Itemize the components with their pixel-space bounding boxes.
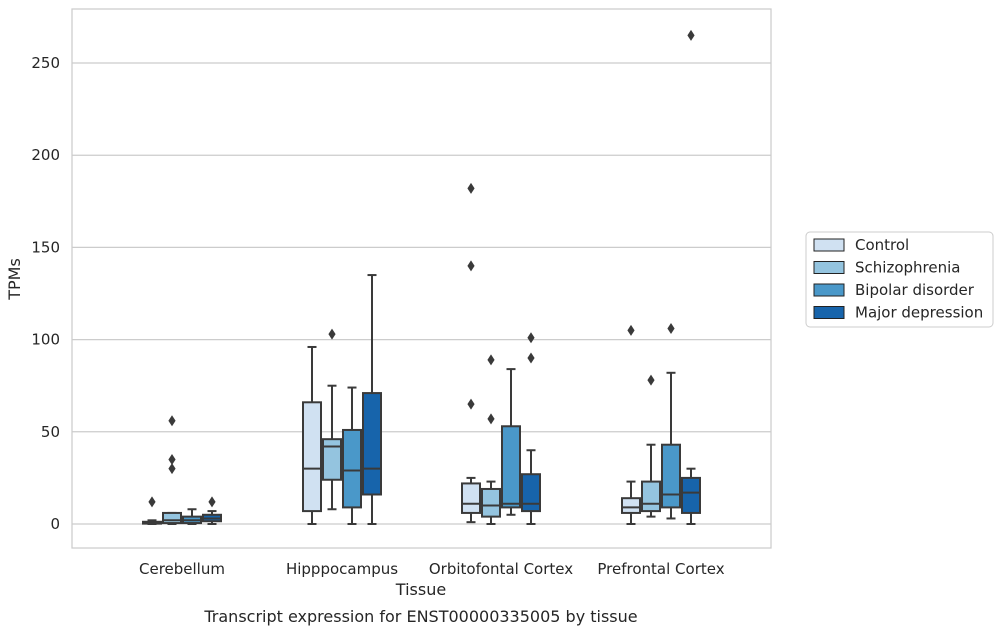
outlier-point (168, 415, 176, 427)
outlier-point (687, 29, 695, 41)
box-schizophrenia (641, 374, 661, 518)
legend-label: Control (855, 236, 909, 254)
y-tick-label: 200 (31, 146, 60, 164)
box-control (461, 182, 481, 524)
box-bipolar-disorder (501, 368, 521, 516)
y-tick-label: 150 (31, 238, 60, 256)
outlier-point (467, 398, 475, 410)
y-tick-label: 0 (50, 515, 60, 533)
outlier-point (467, 182, 475, 194)
box-bipolar-disorder (342, 386, 362, 525)
box-body (461, 482, 481, 514)
box-control (621, 324, 641, 525)
legend-frame (805, 231, 994, 328)
box-body (162, 511, 182, 525)
legend-label: Major depression (855, 304, 983, 322)
x-tick-label: Hipppocampus (286, 560, 398, 578)
box-body (641, 480, 661, 513)
y-tick-label: 50 (41, 423, 60, 441)
box-body (362, 392, 382, 496)
outlier-point (208, 496, 216, 508)
box-major-depression (521, 332, 541, 525)
legend-swatch (813, 306, 845, 319)
box-body (621, 497, 641, 514)
outlier-point (328, 328, 336, 340)
outlier-point (168, 463, 176, 475)
outlier-point (627, 324, 635, 336)
box-body (521, 473, 541, 513)
box-schizophrenia (162, 415, 182, 525)
box-major-depression (362, 274, 382, 525)
box-control (302, 345, 322, 525)
y-tick-label: 250 (31, 54, 60, 72)
outlier-point (148, 496, 156, 508)
legend: Control Schizophrenia Bipolar disorder Majo… (805, 231, 994, 328)
legend-label: Bipolar disorder (855, 281, 975, 299)
plot-frame (71, 8, 772, 549)
box-control (142, 496, 162, 525)
x-tick-label: Cerebellum (139, 560, 225, 578)
y-tick-label: 100 (31, 331, 60, 349)
outlier-point (667, 323, 675, 335)
box-bipolar-disorder (661, 323, 681, 520)
box-major-depression (202, 496, 222, 525)
plot-background (72, 9, 771, 548)
box-schizophrenia (481, 354, 501, 525)
outlier-point (527, 332, 535, 344)
legend-swatch (813, 238, 845, 252)
legend-swatch (813, 261, 845, 274)
x-tick-label: Orbitofontal Cortex (429, 560, 573, 578)
box-bipolar-disorder (182, 508, 202, 525)
legend-label: Schizophrenia (855, 259, 960, 277)
y-tick-labels: 0 50 100 150 200 250 (31, 54, 60, 533)
box-major-depression (681, 29, 701, 525)
box-body (481, 487, 501, 518)
x-axis-label: Tissue (395, 580, 446, 599)
legend-swatch (813, 283, 845, 297)
box-body (302, 401, 322, 513)
box-body (501, 425, 521, 509)
box-schizophrenia (322, 328, 342, 511)
outlier-point (647, 374, 655, 386)
outlier-point (168, 453, 176, 465)
box-body (661, 443, 681, 509)
x-tick-labels: Cerebellum Hipppocampus Orbitofontal Corte… (139, 560, 725, 578)
outlier-point (467, 260, 475, 272)
x-tick-label: Prefrontal Cortex (597, 560, 724, 578)
outlier-point (487, 354, 495, 366)
outlier-point (527, 352, 535, 364)
box-body (342, 428, 362, 509)
y-axis-label: TPMs (5, 258, 24, 301)
box-body (681, 476, 701, 514)
chart-caption: Transcript expression for ENST0000033500… (203, 607, 637, 626)
box-body (322, 438, 342, 481)
boxes (142, 29, 701, 525)
outlier-point (487, 413, 495, 425)
